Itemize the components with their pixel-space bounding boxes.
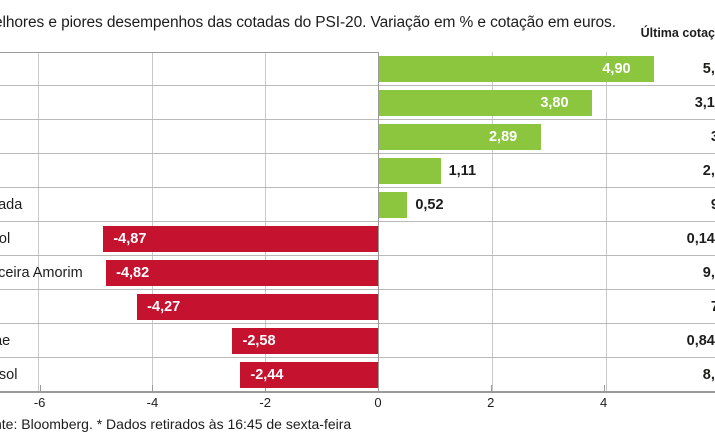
bar-value-label: -4,87 [113,231,147,247]
row-label: mada [0,197,23,213]
axis-tick [152,385,154,392]
bar-positive [378,124,541,150]
bar-value-label: 0,52 [415,197,444,213]
table-row: S4,905,14 [0,52,715,86]
last-quote-value: 9,88 [702,265,715,281]
bar-negative [232,328,378,354]
axis-tick-label: 4 [599,395,608,410]
bar-value-label: -4,82 [116,265,150,281]
axis-tick-label: 0 [374,395,382,410]
axis-tick [490,385,492,392]
row-label: nae [0,333,11,349]
table-row: arol -4,87 0,1446 [0,222,715,256]
table-row: rticeira Amorim -4,82 9,88 [0,256,715,290]
last-quote-value: 3,169 [694,95,715,111]
gridline-2 [492,52,493,392]
bar-chart: S4,905,14P3,803,169T2,893,2N1,112,36mada… [0,52,715,392]
chart-top-rule [0,52,378,53]
axis-tick [603,385,605,392]
bar-value-label: -2,44 [250,367,284,383]
bar-value-label: 2,89 [488,129,518,145]
table-row: ersol -2,44 8,78 [0,358,715,392]
table-row: mada 0,52 9,6 [0,188,715,222]
last-quote-value: 0,8495 [686,333,715,349]
row-label: ersol [0,367,18,383]
bar-positive [378,158,441,184]
last-quote-value: 8,78 [702,367,715,383]
last-quote-value: 7,4 [710,299,715,315]
bar-value-label: 1,11 [448,163,477,179]
bar-negative [106,260,378,286]
axis-tick-label: -2 [259,395,271,410]
bar-value-label: 4,90 [602,61,631,77]
bar-positive [378,90,593,116]
bar-positive [378,56,655,82]
bar-value-label: -4,27 [147,299,181,315]
bar-negative [137,294,378,320]
axis-tick [265,385,267,392]
table-row: P3,803,169 [0,86,715,120]
last-quote-value: 9,6 [710,197,715,213]
last-quote-value: 3,2 [710,129,715,145]
bar-positive [378,192,408,218]
x-axis: -6 -4 -2 0 2 4 [0,385,715,418]
table-row: N1,112,36 [0,154,715,188]
x-axis-line [0,392,715,393]
row-label: arol [0,231,11,247]
column-header-last-quote: Última cotaç [640,26,715,40]
gridline-zero [378,52,379,392]
last-quote-value: 2,36 [702,163,715,179]
page-title: elhores e piores desempenhos das cotadas… [0,14,616,31]
axis-tick-label: -4 [146,395,159,410]
axis-tick [39,385,41,392]
table-row: T2,893,2 [0,120,715,154]
last-quote-value: 5,14 [702,61,715,77]
bar-negative [103,226,378,252]
bar-value-label: -2,58 [242,333,276,349]
axis-tick-label: 2 [487,395,495,410]
source-footnote: nte: Bloomberg. * Dados retirados às 16:… [0,416,352,432]
gridline--2 [265,52,266,392]
gridline-4 [606,52,607,392]
table-row: nae -2,58 0,8495 [0,324,715,358]
row-label: rticeira Amorim [0,265,83,281]
table-row: ri-4,277,4 [0,290,715,324]
gridline--4 [152,52,153,392]
bar-negative [240,362,378,388]
gridline--6 [38,52,39,392]
last-quote-value: 0,1446 [686,231,715,247]
axis-tick-label: -6 [33,395,46,410]
bar-value-label: 3,80 [540,95,569,111]
chart-rows: S4,905,14P3,803,169T2,893,2N1,112,36mada… [0,52,715,392]
